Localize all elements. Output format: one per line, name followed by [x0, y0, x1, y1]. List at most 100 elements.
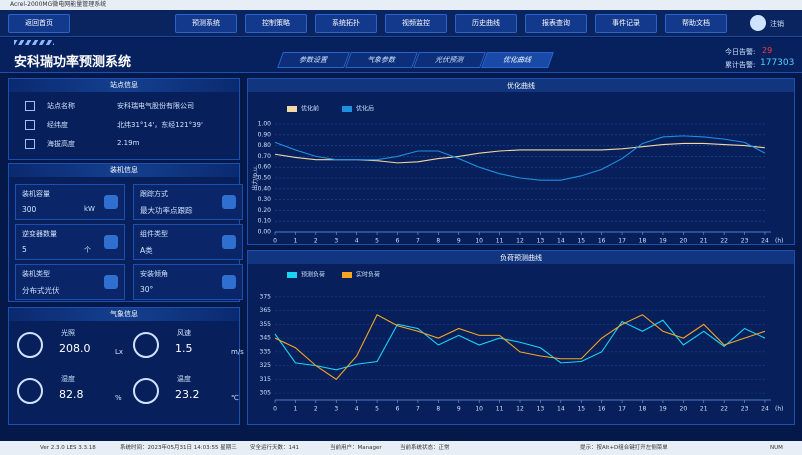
x-tick-label: 11 — [496, 406, 504, 413]
x-tick-label: 13 — [537, 406, 545, 413]
tab[interactable]: 光伏预测 — [413, 52, 486, 68]
x-tick-label: 18 — [639, 406, 647, 413]
x-tick-label: 15 — [577, 238, 585, 245]
x-tick-label: 12 — [516, 406, 524, 413]
weather-label: 湿度 — [61, 375, 75, 383]
x-tick-label: 1 — [294, 238, 298, 245]
cell-value: A类 — [140, 246, 153, 255]
x-tick-label: 21 — [700, 406, 708, 413]
x-axis-label: (h) — [775, 406, 783, 413]
legend-label: 优化后 — [356, 105, 374, 113]
weather-value: 23.2 — [175, 388, 200, 401]
status-item: 系统时间：2023年05月31日 14:03:55 星期三 — [120, 445, 237, 451]
x-tick-label: 14 — [557, 406, 565, 413]
panel-title: 站点信息 — [9, 79, 239, 92]
nav-button[interactable]: 报表查询 — [525, 14, 587, 33]
info-cell: 逆变器数量 5 个 — [15, 224, 125, 260]
nav-button[interactable]: 预测系统 — [175, 14, 237, 33]
x-tick-label: 16 — [598, 406, 606, 413]
x-tick-label: 21 — [700, 238, 708, 245]
cell-icon — [222, 195, 236, 209]
x-tick-label: 20 — [680, 238, 688, 245]
logout[interactable]: 注销 — [770, 20, 784, 28]
alarm-today-label: 今日告警: — [725, 48, 756, 56]
weather-unit: % — [115, 394, 122, 402]
nav-button[interactable]: 事件记录 — [595, 14, 657, 33]
x-tick-label: 9 — [457, 406, 461, 413]
weather-unit: Lx — [115, 348, 124, 356]
tab[interactable]: 气象参数 — [345, 52, 418, 68]
weather-unit: ℃ — [231, 394, 239, 402]
nav-button[interactable]: 视频监控 — [385, 14, 447, 33]
weather-panel: 气象信息 光照 208.0 Lx 风速 1.5 m/s 湿度 82.8% 温度 23.2 ℃ — [8, 307, 244, 425]
info-cell: 装机容量 300 kW — [15, 184, 125, 220]
chart-frame — [247, 78, 795, 245]
status-bar: Ver 2.3.0 LES 3.3.18 系统时间：2023年05月31日 14:… — [0, 441, 802, 455]
nav-button[interactable]: 历史曲线 — [455, 14, 517, 33]
status-item: Ver 2.3.0 LES 3.3.18 — [40, 445, 96, 451]
weather-label: 温度 — [177, 375, 191, 383]
x-tick-label: 7 — [416, 406, 420, 413]
nav-button[interactable]: 控制策略 — [245, 14, 307, 33]
y-tick-label: 355 — [260, 321, 272, 328]
legend-swatch — [287, 106, 297, 112]
weather-unit: m/s — [231, 348, 244, 356]
cell-label: 组件类型 — [140, 230, 168, 238]
row-icon — [25, 101, 35, 111]
row-label: 经纬度 — [47, 121, 68, 129]
panel-title: 装机信息 — [9, 164, 239, 177]
nav-button[interactable]: 帮助文档 — [665, 14, 727, 33]
alarm-total-label: 累计告警: — [725, 61, 756, 69]
weather-value: 82.8 — [59, 388, 84, 401]
x-tick-label: 8 — [436, 238, 440, 245]
x-tick-label: 10 — [475, 238, 483, 245]
x-tick-label: 19 — [659, 238, 667, 245]
status-item: 当前系统状态：正常 — [400, 445, 450, 451]
home-button[interactable]: 返回首页 — [8, 14, 70, 33]
x-tick-label: 12 — [516, 238, 524, 245]
x-tick-label: 9 — [457, 238, 461, 245]
x-tick-label: 0 — [273, 238, 277, 245]
x-axis-label: (h) — [775, 238, 783, 245]
x-tick-label: 23 — [741, 406, 749, 413]
series-line — [274, 135, 766, 181]
alarm-today: 29 — [762, 46, 773, 55]
info-cell: 安装倾角 30° — [133, 264, 243, 300]
y-tick-label: 1.00 — [258, 121, 272, 128]
chart-title: 负荷预测曲线 — [500, 253, 542, 262]
info-cell: 组件类型 A类 — [133, 224, 243, 260]
x-tick-label: 24 — [761, 406, 769, 413]
y-tick-label: 0.00 — [258, 229, 272, 236]
tab[interactable]: 参数设置 — [277, 52, 350, 68]
series-line — [274, 313, 766, 381]
x-tick-label: 11 — [496, 238, 504, 245]
tab[interactable]: 优化曲线 — [481, 52, 554, 68]
row-label: 海拔高度 — [47, 140, 75, 148]
legend-swatch — [287, 272, 297, 278]
weather-icon — [133, 332, 159, 358]
cell-icon — [104, 195, 118, 209]
y-tick-label: 0.70 — [258, 153, 272, 160]
status-item: 安全运行天数：141 — [250, 445, 299, 451]
row-value: 安科瑞电气股份有限公司 — [117, 102, 194, 110]
y-tick-label: 335 — [260, 348, 272, 355]
weather-icon — [17, 332, 43, 358]
cell-label: 安装倾角 — [140, 270, 168, 278]
x-tick-label: 0 — [273, 406, 277, 413]
nav-bar: 返回首页 预测系统 控制策略 系统拓扑 视频监控 历史曲线 报表查询 事件记录 帮助文档 注销 — [0, 10, 802, 37]
row-label: 站点名称 — [47, 102, 75, 110]
x-tick-label: 1 — [294, 406, 298, 413]
y-tick-label: 0.10 — [258, 218, 272, 225]
x-tick-label: 2 — [314, 238, 318, 245]
legend-label: 预测负荷 — [301, 271, 325, 279]
x-tick-label: 7 — [416, 238, 420, 245]
chart-header — [248, 251, 794, 264]
info-cell: 跟踪方式 最大功率点跟踪 — [133, 184, 243, 220]
cell-icon — [104, 275, 118, 289]
status-item: 提示：按Alt+D组合键打开左侧菜单 — [580, 445, 668, 451]
user-avatar — [750, 15, 766, 31]
nav-button[interactable]: 系统拓扑 — [315, 14, 377, 33]
y-tick-label: 0.80 — [258, 142, 272, 149]
x-tick-label: 18 — [639, 238, 647, 245]
